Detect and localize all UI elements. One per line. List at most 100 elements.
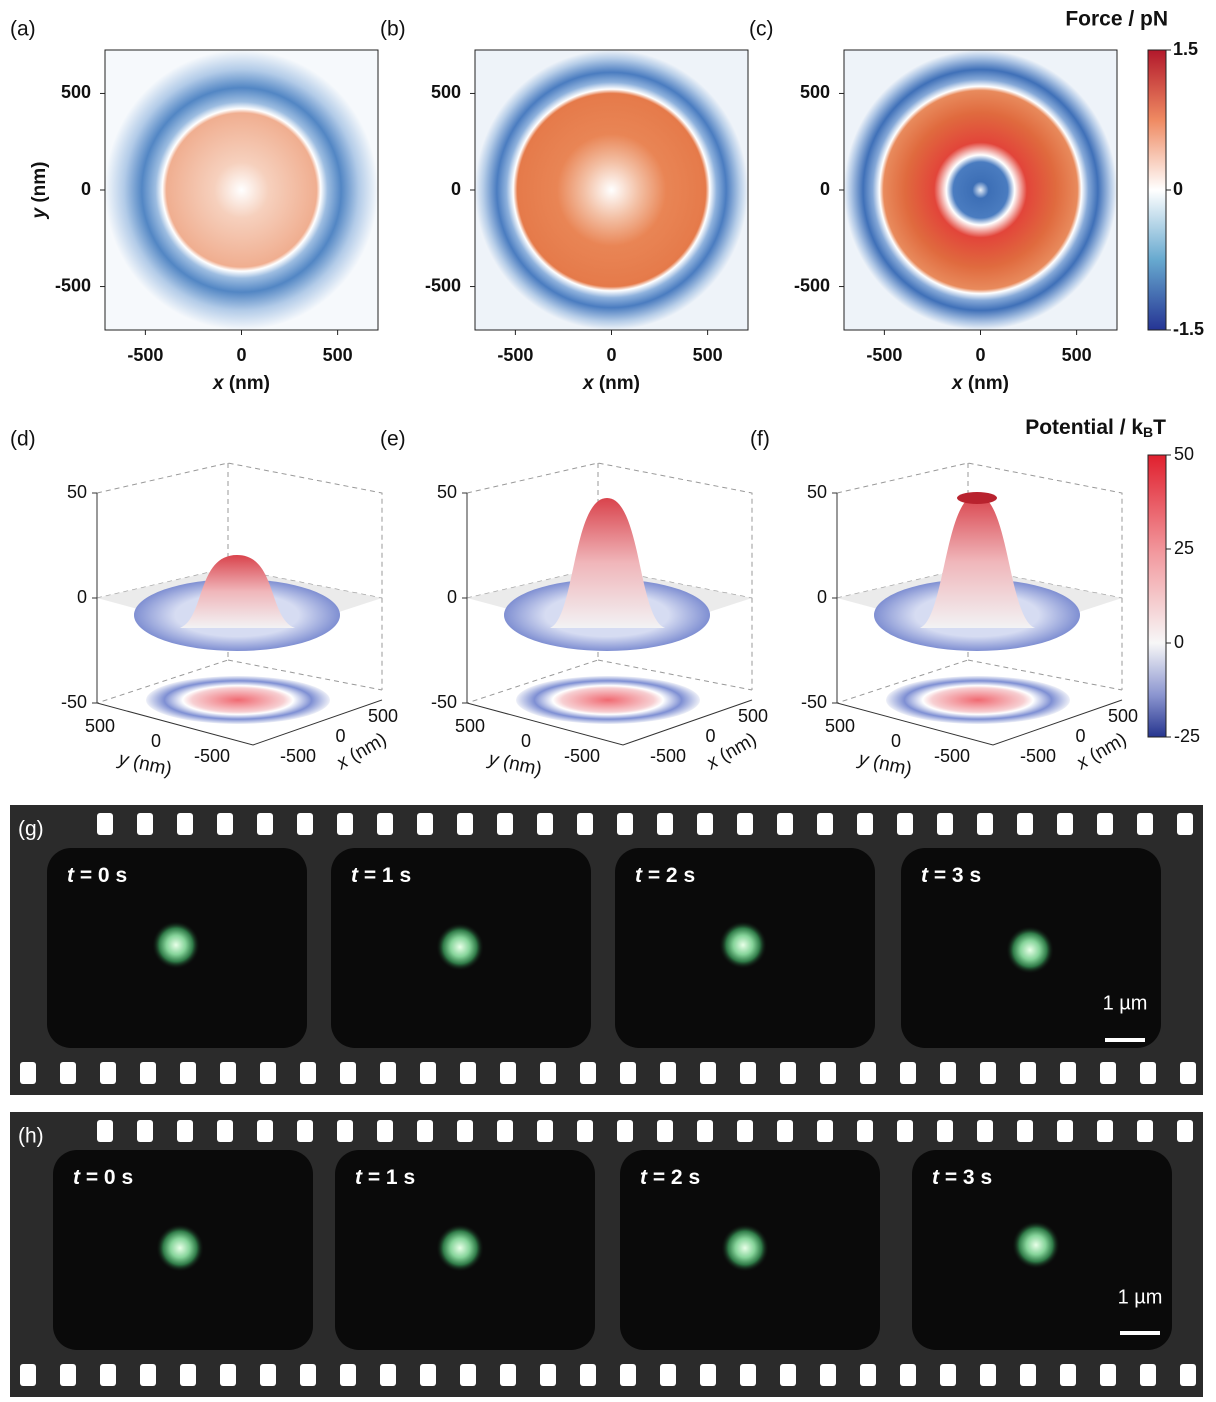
sprocket xyxy=(740,1364,756,1386)
sprocket xyxy=(820,1062,836,1084)
axis-unit: (nm) xyxy=(126,751,174,781)
particle xyxy=(436,923,484,971)
y-tick-label: -500 xyxy=(194,746,230,766)
sprocket xyxy=(1020,1062,1036,1084)
sprocket xyxy=(860,1062,876,1084)
sprocket xyxy=(540,1364,556,1386)
sprocket xyxy=(217,813,233,835)
z-tick-label: 0 xyxy=(447,587,457,607)
sprocket xyxy=(300,1364,316,1386)
sprocket xyxy=(617,813,633,835)
x-tick-label: 500 xyxy=(323,345,353,365)
sprocket xyxy=(260,1062,276,1084)
x-tick-label: 500 xyxy=(1062,345,1092,365)
sprocket xyxy=(980,1062,996,1084)
sprocket xyxy=(700,1062,716,1084)
title-end: T xyxy=(1153,416,1166,439)
x-tick-label: -500 xyxy=(127,345,163,365)
sprocket xyxy=(500,1062,516,1084)
sprocket xyxy=(940,1364,956,1386)
sprocket xyxy=(497,1120,513,1142)
sprocket xyxy=(977,1120,993,1142)
sprocket xyxy=(337,813,353,835)
film-strip: (g)t = 0 st = 1 st = 2 st = 3 s1 µm xyxy=(10,805,1203,1095)
sprocket xyxy=(1097,813,1113,835)
y-tick-label: -500 xyxy=(55,275,91,295)
axis-label: x (nm) xyxy=(951,373,1009,394)
colorbar-title: Force / pN xyxy=(1065,8,1168,31)
sprocket xyxy=(737,813,753,835)
sprocket xyxy=(537,1120,553,1142)
sprocket xyxy=(1177,813,1193,835)
colorbar-title: Potential / kBT xyxy=(1025,416,1166,440)
y-tick-label: 500 xyxy=(825,716,855,736)
crater xyxy=(957,492,997,504)
colorbar-tick-label: -1.5 xyxy=(1173,319,1204,339)
sprocket xyxy=(337,1120,353,1142)
colorbar-tick-label: 25 xyxy=(1174,538,1194,558)
x-tick-label: -500 xyxy=(280,746,316,766)
sprocket xyxy=(740,1062,756,1084)
sprocket xyxy=(420,1062,436,1084)
time-rest: = 2 s xyxy=(642,864,695,887)
z-tick-label: -50 xyxy=(431,692,457,712)
sprocket xyxy=(737,1120,753,1142)
y-tick-label: 500 xyxy=(431,82,461,102)
z-tick-label: -50 xyxy=(61,692,87,712)
time-label: t = 2 s xyxy=(640,1166,700,1189)
axis-label: x (nm) xyxy=(582,373,640,394)
panel-label: (c) xyxy=(749,18,774,41)
sprocket xyxy=(460,1364,476,1386)
sprocket xyxy=(1057,813,1073,835)
x-tick-label: 0 xyxy=(606,345,616,365)
colorbar-tick-label: 50 xyxy=(1174,444,1194,464)
x-tick-label: 500 xyxy=(693,345,723,365)
sprocket xyxy=(457,1120,473,1142)
time-rest: = 0 s xyxy=(74,864,127,887)
particle xyxy=(1012,1221,1060,1269)
sprocket xyxy=(817,1120,833,1142)
sprocket xyxy=(1057,1120,1073,1142)
particle xyxy=(152,921,200,969)
time-label: t = 3 s xyxy=(921,864,981,887)
sprocket xyxy=(60,1062,76,1084)
particle xyxy=(1006,926,1054,974)
heatmap xyxy=(475,50,748,330)
sprocket xyxy=(1017,813,1033,835)
colorbar-tick-label: 1.5 xyxy=(1173,39,1198,59)
sprocket xyxy=(457,813,473,835)
panel-label: (g) xyxy=(18,818,44,841)
x-tick-label: 0 xyxy=(335,726,345,746)
sprocket xyxy=(377,1120,393,1142)
time-label: t = 2 s xyxy=(635,864,695,887)
axis-unit: (nm) xyxy=(341,729,390,769)
sprocket xyxy=(497,813,513,835)
y-tick-label: 0 xyxy=(820,179,830,199)
x-tick-label: -500 xyxy=(1020,746,1056,766)
colorbar-tick-label: 0 xyxy=(1173,179,1183,199)
x-tick-label: 500 xyxy=(368,706,398,726)
sprocket xyxy=(297,1120,313,1142)
sprocket xyxy=(897,813,913,835)
sprocket xyxy=(100,1062,116,1084)
sprocket xyxy=(777,813,793,835)
time-label: t = 0 s xyxy=(73,1166,133,1189)
sprocket xyxy=(1180,1364,1196,1386)
x-tick-label: -500 xyxy=(497,345,533,365)
axis-unit: (nm) xyxy=(224,373,270,394)
x-tick-label: 500 xyxy=(1108,706,1138,726)
y-tick-label: 500 xyxy=(455,716,485,736)
x-tick-label: 0 xyxy=(236,345,246,365)
sprocket xyxy=(1137,1120,1153,1142)
y-tick-label: 500 xyxy=(61,82,91,102)
sprocket xyxy=(940,1062,956,1084)
panel-label: (d) xyxy=(10,428,36,451)
sprocket xyxy=(340,1364,356,1386)
sprocket xyxy=(180,1364,196,1386)
y-tick-label: -500 xyxy=(425,275,461,295)
y-tick-label: -500 xyxy=(794,275,830,295)
y-tick-label: 0 xyxy=(451,179,461,199)
colorbar-tick-label: 0 xyxy=(1174,632,1184,652)
x-tick-label: 0 xyxy=(1075,726,1085,746)
